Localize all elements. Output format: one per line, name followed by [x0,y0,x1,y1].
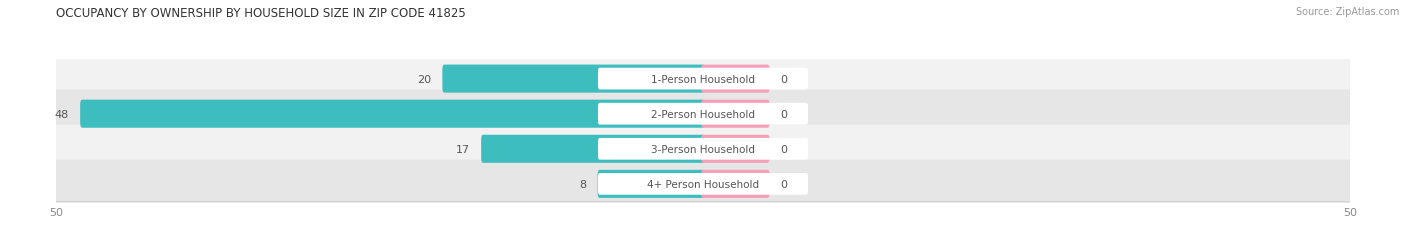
FancyBboxPatch shape [443,65,704,93]
Text: 48: 48 [55,109,69,119]
Text: OCCUPANCY BY OWNERSHIP BY HOUSEHOLD SIZE IN ZIP CODE 41825: OCCUPANCY BY OWNERSHIP BY HOUSEHOLD SIZE… [56,7,465,20]
FancyBboxPatch shape [702,100,769,128]
Text: 4+ Person Household: 4+ Person Household [647,179,759,189]
Text: 8: 8 [579,179,586,189]
Text: 1-Person Household: 1-Person Household [651,74,755,84]
FancyBboxPatch shape [702,170,769,198]
Text: Source: ZipAtlas.com: Source: ZipAtlas.com [1295,7,1399,17]
FancyBboxPatch shape [52,125,1354,173]
FancyBboxPatch shape [598,170,704,198]
Text: 3-Person Household: 3-Person Household [651,144,755,154]
Text: 20: 20 [418,74,432,84]
FancyBboxPatch shape [702,65,769,93]
Text: 2-Person Household: 2-Person Household [651,109,755,119]
FancyBboxPatch shape [481,135,704,163]
FancyBboxPatch shape [598,173,808,195]
Text: 0: 0 [780,144,787,154]
FancyBboxPatch shape [52,55,1354,103]
FancyBboxPatch shape [598,103,808,125]
FancyBboxPatch shape [598,138,808,160]
FancyBboxPatch shape [598,68,808,90]
FancyBboxPatch shape [52,160,1354,208]
FancyBboxPatch shape [702,135,769,163]
Text: 17: 17 [456,144,470,154]
Text: 0: 0 [780,179,787,189]
FancyBboxPatch shape [80,100,704,128]
FancyBboxPatch shape [52,90,1354,138]
Text: 0: 0 [780,109,787,119]
Text: 0: 0 [780,74,787,84]
